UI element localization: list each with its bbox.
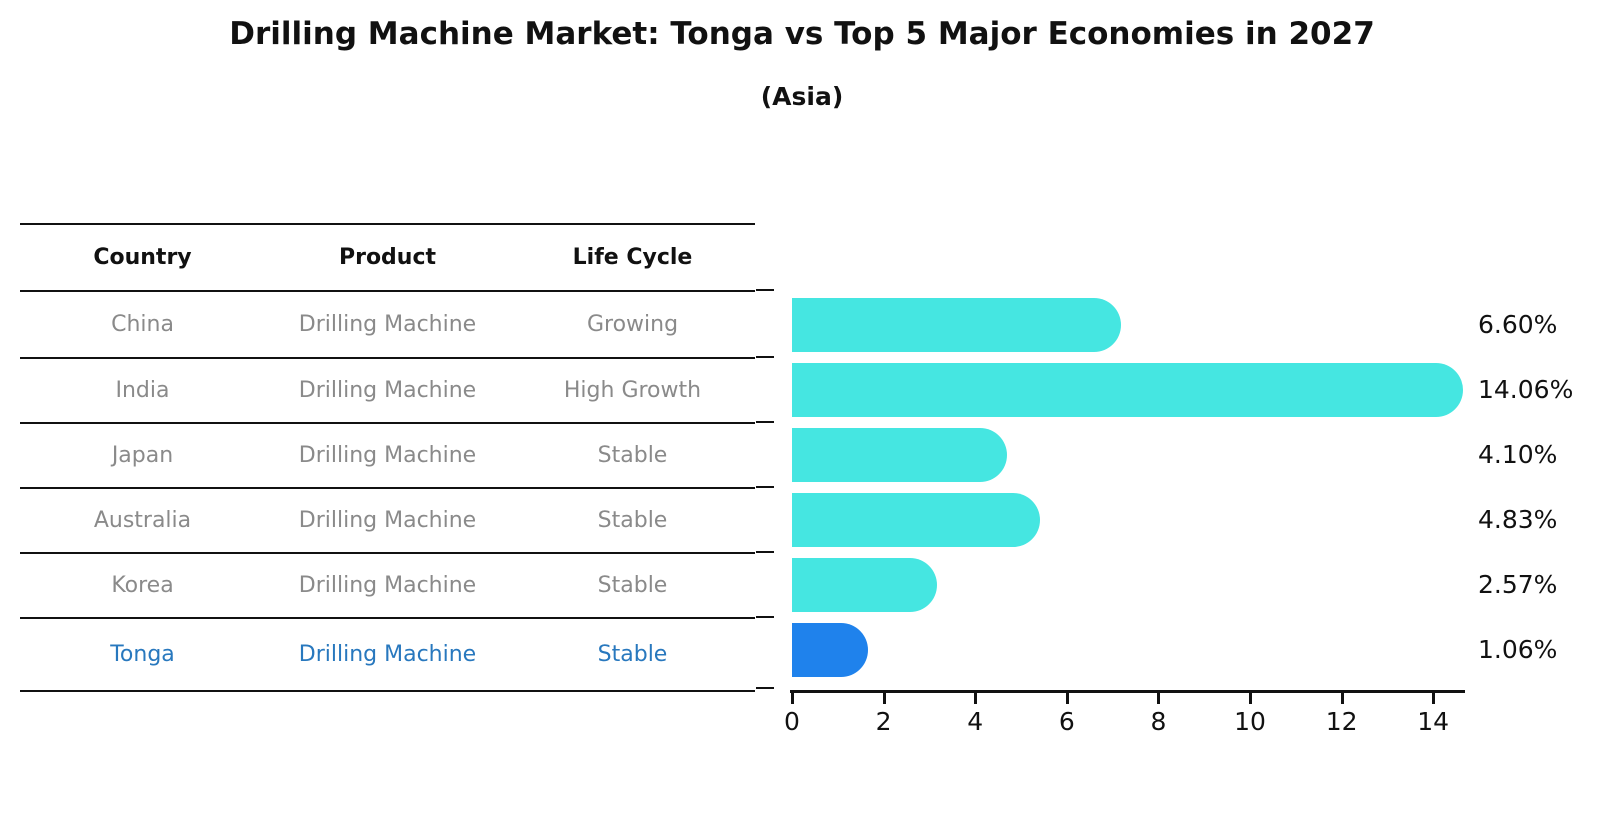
- bar-korea: [792, 558, 937, 612]
- x-axis-tick: [1432, 693, 1436, 704]
- product-cell: Drilling Machine: [298, 312, 477, 337]
- chart-subtitle: (Asia): [760, 82, 844, 111]
- column-header-life-cycle: Life Cycle: [572, 245, 693, 270]
- country-cell: Australia: [93, 508, 192, 533]
- x-axis-tick-label: 0: [784, 707, 800, 736]
- x-axis-tick-label: 12: [1325, 707, 1358, 736]
- table-row-tonga: Tonga Drilling Machine Stable: [20, 619, 755, 692]
- x-axis-tick-label: 4: [967, 707, 984, 736]
- x-axis-tick-label: 6: [1058, 707, 1075, 736]
- life-cycle-cell: Stable: [597, 508, 668, 533]
- country-cell: Japan: [111, 443, 174, 468]
- table-row: Korea Drilling Machine Stable: [20, 554, 755, 619]
- column-header-country: Country: [93, 245, 192, 270]
- bar-value-label: 1.06%: [1478, 635, 1558, 664]
- table-header-row: Country Product Life Cycle: [20, 225, 755, 292]
- product-cell: Drilling Machine: [298, 378, 477, 403]
- table-row: Australia Drilling Machine Stable: [20, 489, 755, 554]
- life-cycle-cell: Stable: [597, 573, 668, 598]
- x-axis-tick: [1340, 693, 1344, 704]
- bar-value-label: 2.57%: [1478, 570, 1558, 599]
- x-axis-tick: [882, 693, 886, 704]
- x-axis-tick: [974, 693, 978, 704]
- y-axis-tick: [756, 551, 774, 553]
- bar-tonga: [792, 623, 868, 677]
- y-axis-tick: [756, 687, 774, 689]
- x-axis-tick-label: 8: [1150, 707, 1167, 736]
- table-row: Japan Drilling Machine Stable: [20, 424, 755, 489]
- product-cell: Drilling Machine: [298, 508, 477, 533]
- country-cell: Tonga: [110, 642, 175, 667]
- bar-china: [792, 298, 1121, 352]
- bar-value-label: 4.83%: [1478, 505, 1558, 534]
- country-cell: Korea: [111, 573, 174, 598]
- life-cycle-cell: Growing: [586, 312, 679, 337]
- x-axis-tick: [1157, 693, 1161, 704]
- x-axis-tick: [1065, 693, 1069, 704]
- x-axis-tick-label: 2: [875, 707, 892, 736]
- bar-india: [792, 363, 1463, 417]
- y-axis-tick: [756, 486, 774, 488]
- bar-value-label: 6.60%: [1478, 310, 1558, 339]
- life-cycle-cell: Stable: [597, 642, 668, 667]
- bar-australia: [792, 493, 1040, 547]
- y-axis-tick: [756, 289, 774, 291]
- y-axis-tick: [756, 616, 774, 618]
- chart-title: Drilling Machine Market: Tonga vs Top 5 …: [229, 16, 1375, 52]
- x-axis-line: [790, 690, 1465, 693]
- product-cell: Drilling Machine: [298, 642, 477, 667]
- bar-value-label: 14.06%: [1478, 375, 1574, 404]
- country-cell: India: [115, 378, 170, 403]
- x-axis-tick: [1249, 693, 1252, 704]
- y-axis-tick: [756, 421, 774, 423]
- life-cycle-cell: High Growth: [563, 378, 702, 403]
- x-axis-tick-label: 10: [1234, 707, 1266, 736]
- x-axis-tick: [791, 693, 794, 704]
- table-row: India Drilling Machine High Growth: [20, 359, 755, 424]
- table-row: China Drilling Machine Growing: [20, 292, 755, 359]
- product-cell: Drilling Machine: [298, 573, 477, 598]
- country-table: Country Product Life Cycle China Drillin…: [20, 223, 755, 692]
- column-header-product: Product: [338, 245, 437, 270]
- bar-value-label: 4.10%: [1478, 440, 1558, 469]
- product-cell: Drilling Machine: [298, 443, 477, 468]
- life-cycle-cell: Stable: [597, 443, 668, 468]
- x-axis-tick-label: 14: [1417, 707, 1450, 736]
- y-axis-tick: [756, 356, 774, 358]
- bar-japan: [792, 428, 1007, 482]
- country-cell: China: [111, 312, 174, 337]
